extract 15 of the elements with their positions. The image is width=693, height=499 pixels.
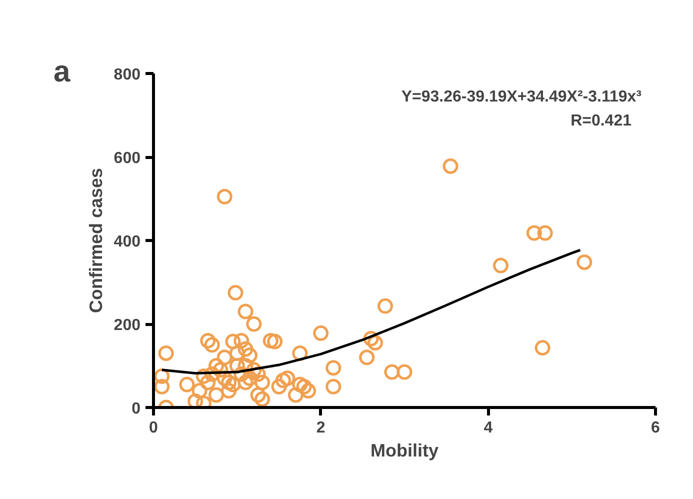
y-tick-label: 200 [114, 317, 141, 334]
x-tick-label: 4 [484, 420, 493, 436]
text: a [54, 56, 70, 88]
x-tick-label: 2 [316, 420, 326, 436]
x-tick-label: 0 [149, 420, 158, 436]
annotation: R=0.421 [570, 112, 632, 130]
annotation: Y=93.26-39.19X+34.49X²-3.119x³ [401, 88, 642, 106]
y-tick-label: 600 [114, 150, 141, 167]
x-tick-label: 6 [651, 420, 660, 436]
y-tick-label: 400 [114, 234, 141, 250]
y-tick-label: 800 [114, 66, 141, 84]
y-axis-title: Confirmed cases [86, 168, 106, 314]
line-series [160, 248, 582, 375]
x-axis-title: Mobility [370, 440, 439, 460]
y-tick-label: 0 [132, 400, 141, 418]
